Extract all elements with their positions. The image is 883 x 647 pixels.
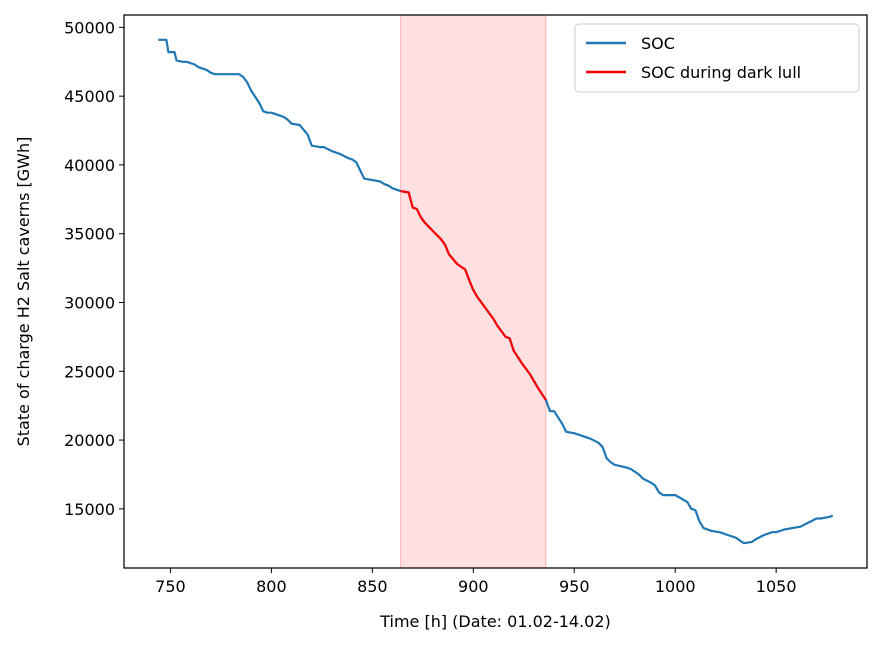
y-tick-label: 20000 <box>64 431 115 450</box>
x-tick-label: 800 <box>256 577 287 596</box>
y-tick-label: 35000 <box>64 225 115 244</box>
x-tick-label: 1000 <box>655 577 696 596</box>
series-line-soc-dark-lull <box>400 190 547 401</box>
x-tick-label: 750 <box>155 577 186 596</box>
x-axis-label: Time [h] (Date: 01.02-14.02) <box>379 612 611 631</box>
y-tick-label: 15000 <box>64 500 115 519</box>
legend-label-soc: SOC <box>641 34 675 53</box>
legend: SOC SOC during dark lull <box>574 23 860 93</box>
legend-label-soc-dark-lull: SOC during dark lull <box>641 63 801 82</box>
x-tick-label: 1050 <box>756 577 797 596</box>
y-axis-label: State of charge H2 Salt caverns [GWh] <box>14 137 33 447</box>
x-tick-label: 950 <box>559 577 590 596</box>
x-axis-ticks: 750 800 850 900 950 1000 1050 <box>155 568 797 596</box>
x-tick-label: 850 <box>357 577 388 596</box>
y-tick-label: 50000 <box>64 18 115 37</box>
series-layer <box>158 38 834 545</box>
y-tick-label: 40000 <box>64 156 115 175</box>
y-tick-label: 45000 <box>64 87 115 106</box>
x-tick-label: 900 <box>458 577 489 596</box>
y-axis-ticks: 15000 20000 25000 30000 35000 40000 45000 50000 <box>64 18 124 519</box>
y-tick-label: 30000 <box>64 294 115 313</box>
legend-box <box>574 23 860 93</box>
plot-frame <box>123 14 868 569</box>
y-tick-label: 25000 <box>64 362 115 381</box>
